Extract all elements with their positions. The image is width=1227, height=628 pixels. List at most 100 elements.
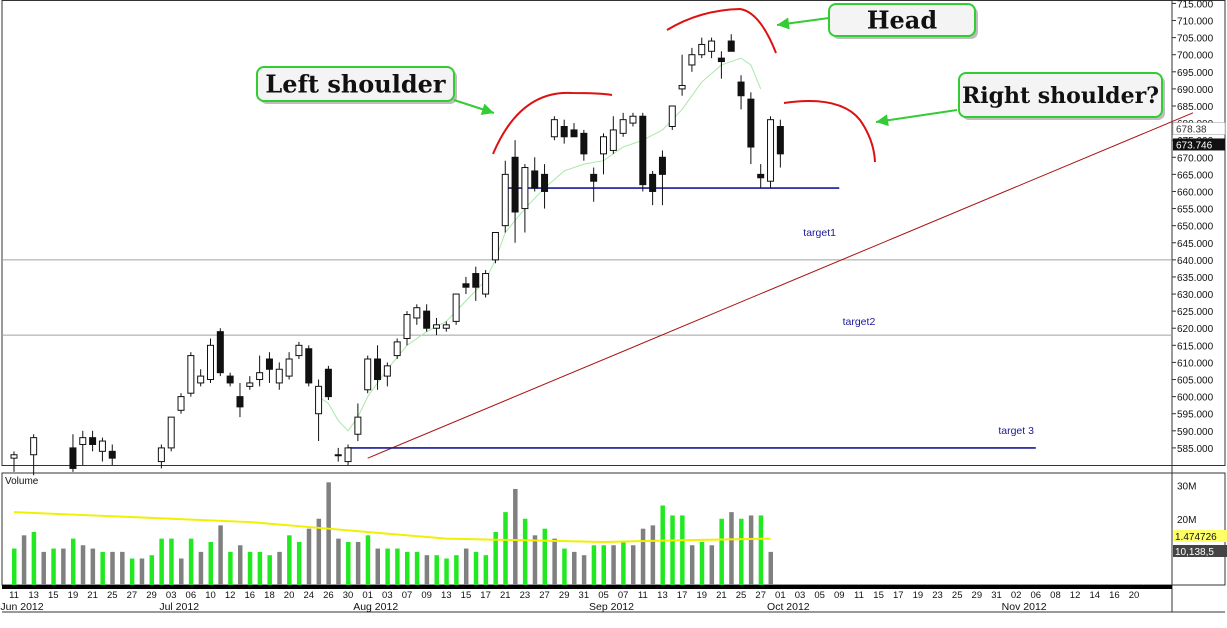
price-tick-label: 655.000	[1177, 205, 1214, 216]
candle-body-down	[649, 173, 657, 192]
head-callout-box	[828, 3, 976, 37]
x-day-label: 05	[598, 590, 609, 601]
x-day-label: 02	[1011, 590, 1022, 601]
price-tick-label: 665.000	[1177, 170, 1214, 181]
x-day-label: 06	[1031, 590, 1042, 601]
price-panel-frame	[1, 0, 1226, 466]
x-day-label: 29	[559, 590, 570, 601]
x-day-label: 05	[814, 590, 825, 601]
right-shoulder-callout-box	[958, 72, 1163, 118]
volume-tick-label: 20M	[1177, 515, 1196, 526]
volume-bar	[719, 518, 724, 585]
candle-body-up	[403, 314, 411, 339]
candle-body-down	[423, 310, 431, 329]
volume-bar	[729, 512, 734, 585]
volume-bar	[208, 541, 213, 585]
volume-bar	[306, 528, 312, 585]
left-shoulder-arc	[492, 91, 613, 155]
last-price-box-1	[1172, 122, 1226, 135]
volume-bar	[483, 555, 489, 585]
candle-body-down	[747, 98, 755, 148]
x-day-label: 06	[186, 590, 197, 601]
price-tick-label: 600.000	[1177, 393, 1214, 404]
x-day-label: 27	[127, 590, 138, 601]
volume-bar	[591, 545, 597, 585]
candle-body-down	[727, 40, 735, 52]
volume-bar	[120, 551, 125, 585]
x-month-label: Oct 2012	[767, 601, 810, 613]
x-day-label: 23	[520, 590, 531, 601]
x-day-label: 13	[28, 590, 39, 601]
volume-bar	[346, 541, 351, 585]
candle-body-up	[354, 416, 362, 435]
candle-body-down	[265, 358, 273, 370]
volume-bar	[444, 558, 449, 585]
volume-bar	[139, 558, 145, 585]
volume-bar	[395, 548, 400, 585]
x-day-label: 21	[500, 590, 511, 601]
x-month-label: Jul 2012	[159, 601, 199, 613]
price-tick-label: 650.000	[1177, 222, 1214, 233]
price-tick-label: 640.000	[1177, 256, 1214, 267]
x-day-label: 21	[716, 590, 727, 601]
volume-bar	[198, 551, 204, 585]
volume-bar	[680, 515, 685, 585]
volume-panel-label: Volume	[5, 476, 39, 487]
candle-body-down	[226, 375, 234, 384]
candle-body-down	[639, 115, 647, 186]
candle-body-up	[698, 43, 706, 56]
candle-body-down	[757, 173, 765, 179]
candle-body-up	[393, 341, 401, 357]
candle-body-down	[462, 283, 470, 288]
volume-bar	[61, 548, 66, 585]
left-shoulder-callout-text: Left shoulder	[265, 70, 445, 99]
volume-bar	[257, 551, 263, 585]
volume-ma-readout: 1.474726	[1175, 532, 1217, 543]
x-day-label: 09	[421, 590, 432, 601]
volume-bar	[532, 535, 538, 585]
target1-label: target1	[803, 227, 836, 239]
candle-body-up	[285, 358, 293, 377]
price-tick-label: 660.000	[1177, 187, 1214, 198]
x-day-label: 15	[48, 590, 59, 601]
volume-bar	[188, 538, 194, 585]
volume-bar	[709, 545, 715, 585]
candle-body-down	[374, 358, 382, 381]
volume-bar	[169, 538, 174, 585]
volume-bar	[670, 515, 675, 585]
volume-bar	[267, 555, 272, 585]
volume-bar	[70, 538, 76, 585]
volume-bar	[621, 541, 626, 585]
candle-body-up	[157, 447, 165, 463]
candle-body-up	[177, 396, 185, 411]
candle-body-down	[305, 348, 313, 384]
candle-body-up	[600, 136, 607, 155]
volume-bar	[650, 525, 656, 585]
price-tick-label: 685.000	[1177, 102, 1214, 113]
left-shoulder-callout-box	[256, 66, 455, 102]
candle-body-up	[207, 344, 214, 381]
volume-bar	[21, 535, 27, 585]
candle-body-up	[30, 437, 38, 456]
x-month-label: Jun 2012	[0, 601, 43, 613]
head-arc	[666, 7, 777, 54]
x-day-label: 16	[245, 590, 256, 601]
x-day-label: 31	[991, 590, 1002, 601]
volume-ma-readout-box	[1173, 530, 1227, 542]
candle-body-up	[501, 173, 509, 227]
x-day-label: 11	[638, 590, 648, 601]
candle-body-up	[383, 365, 391, 377]
candle-body-down	[89, 437, 97, 445]
support-trendline	[367, 112, 1194, 459]
candle-body-up	[256, 372, 264, 381]
candle-body-down	[717, 57, 725, 63]
volume-bar	[287, 535, 292, 585]
candle-body-up	[482, 273, 490, 295]
price-tick-label: 585.000	[1177, 444, 1214, 455]
volume-moving-average-line	[13, 511, 771, 543]
x-day-label: 15	[461, 590, 472, 601]
price-tick-label: 595.000	[1177, 410, 1214, 421]
price-tick-label: 615.000	[1177, 341, 1214, 352]
candle-body-up	[452, 293, 460, 322]
x-day-label: 19	[696, 590, 707, 601]
